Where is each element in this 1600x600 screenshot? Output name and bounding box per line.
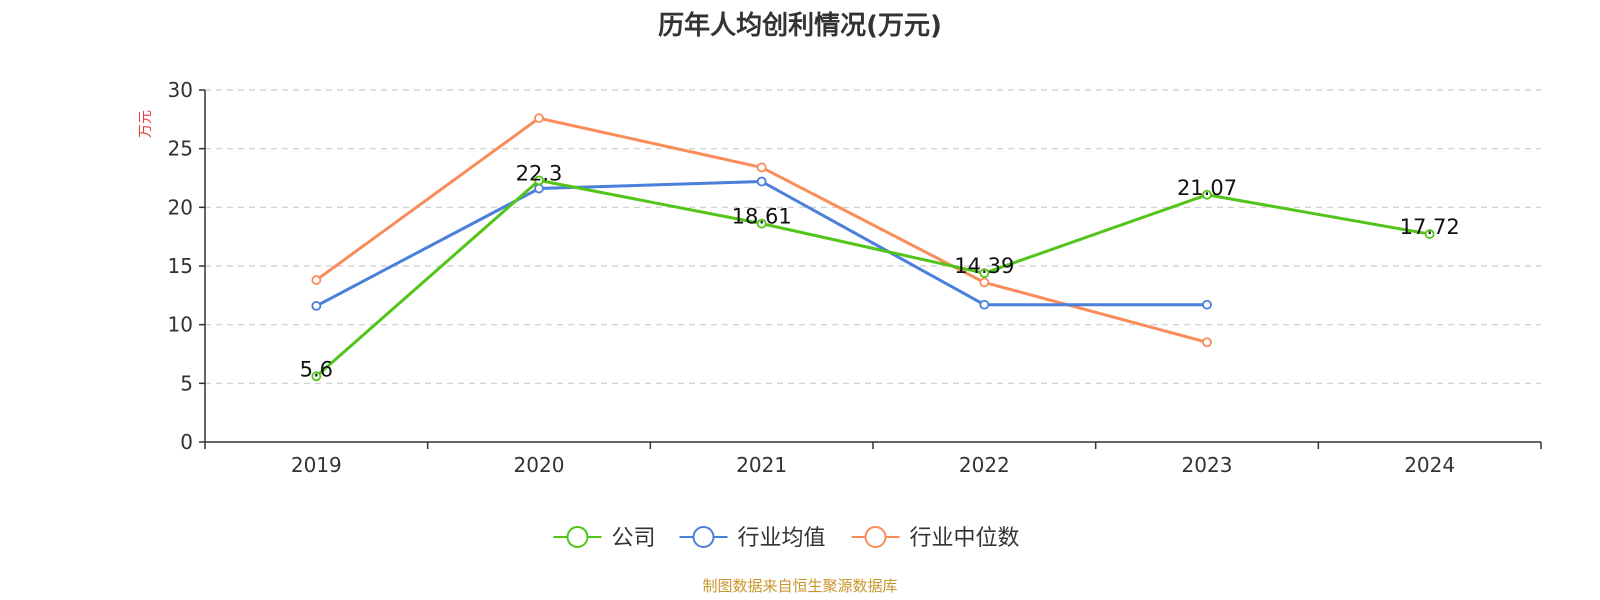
data-point — [979, 299, 990, 310]
data-label: 14.39 — [954, 254, 1014, 278]
y-tick-label: 10 — [168, 313, 193, 337]
data-label: 21.07 — [1177, 176, 1237, 200]
x-tick-label: 2019 — [291, 453, 342, 477]
data-point — [756, 162, 767, 173]
data-label: 5.6 — [300, 357, 333, 381]
legend-label: 公司 — [612, 526, 656, 551]
series-line — [315, 180, 1207, 308]
data-labels: 5.6 22.3 18.61 14.39 21.07 17.72 — [300, 161, 1460, 381]
legend-marker — [692, 526, 715, 548]
y-tick-label: 5 — [180, 371, 193, 395]
data-point — [979, 268, 990, 279]
legend-marker — [864, 526, 887, 548]
grid-lines — [205, 89, 1541, 384]
y-axis-label: 万元 — [138, 110, 154, 138]
data-point — [979, 277, 990, 288]
data-label: 18.61 — [732, 205, 792, 229]
series-line — [315, 116, 1208, 344]
data-point — [534, 175, 544, 186]
data-point — [534, 183, 544, 194]
y-tick-label: 25 — [168, 137, 193, 161]
data-point — [311, 275, 322, 285]
axes: 0 5 10 15 20 25 30 2019 2020 2021 2022 2023 2024 — [168, 78, 1542, 477]
legend-marker — [566, 526, 589, 548]
chart-title: 历年人均创利情况(万元) — [658, 10, 942, 41]
source-note: 制图数据来自恒生聚源数据库 — [702, 577, 897, 595]
data-point — [756, 218, 767, 229]
data-point — [1424, 229, 1435, 239]
data-point — [311, 300, 322, 311]
x-tick-label: 2023 — [1182, 453, 1233, 477]
data-label: 22.3 — [516, 161, 563, 185]
y-tick-label: 30 — [168, 78, 193, 102]
legend-label: 行业均值 — [738, 526, 826, 551]
data-point — [1202, 337, 1212, 348]
y-tick-label: 20 — [168, 195, 193, 219]
data-point — [534, 113, 544, 124]
y-tick-label: 0 — [180, 430, 193, 454]
data-point — [1202, 189, 1212, 200]
x-tick-label: 2020 — [514, 453, 565, 477]
legend-label: 行业中位数 — [910, 526, 1020, 551]
y-tick-label: 15 — [168, 254, 193, 278]
data-label: 17.72 — [1400, 215, 1460, 239]
legend: 公司 行业均值 行业中位数 — [553, 526, 1020, 551]
data-point — [756, 176, 767, 187]
data-point — [1202, 299, 1212, 310]
x-tick-label: 2021 — [736, 453, 787, 477]
series-layer — [311, 113, 1435, 382]
data-point — [311, 371, 322, 382]
series-line — [315, 178, 1430, 378]
x-tick-label: 2024 — [1404, 453, 1455, 477]
x-tick-label: 2022 — [959, 453, 1010, 477]
